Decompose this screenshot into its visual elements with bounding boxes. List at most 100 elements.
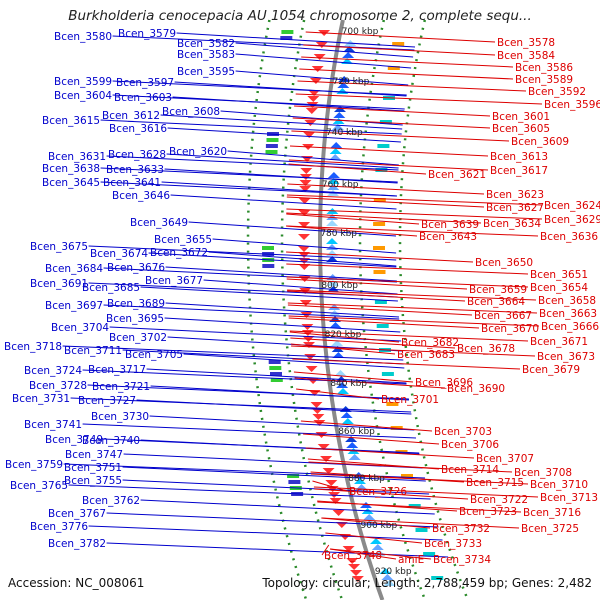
leader-line-right (303, 44, 496, 56)
leader-line-right (295, 93, 543, 105)
leader-line-left (106, 512, 439, 528)
forward-gene-arrow (331, 346, 344, 352)
leader-line-left (160, 114, 403, 130)
forward-gene-arrow (331, 124, 344, 130)
leader-line-right (297, 80, 527, 92)
leader-line-left (170, 194, 397, 210)
leader-line-right (286, 263, 529, 275)
gene-label-left: Bcen_3649 (130, 217, 188, 229)
gene-label-right: Bcen_3634 (483, 218, 541, 230)
reverse-gene-arrow (298, 198, 311, 204)
gene-label-right: Bcen_3670 (481, 323, 539, 335)
gene-label-left: Bcen_3684 (45, 263, 103, 275)
leader-line-right (307, 458, 440, 470)
gene-label-right: Bcen_3667 (474, 310, 532, 322)
leader-line-left (103, 304, 400, 320)
forward-gene-arrow (334, 370, 347, 376)
leader-line-right (290, 343, 396, 355)
leader-line-left (106, 542, 449, 558)
gene-label-left: Bcen_3672 (150, 247, 208, 259)
leader-line-right (288, 315, 540, 327)
reverse-gene-arrow (350, 570, 362, 576)
leader-line-right (287, 289, 537, 301)
feature-block (262, 246, 274, 250)
gene-label-left: Bcen_3741 (24, 419, 82, 431)
leader-line-right (287, 290, 466, 302)
gene-label-left: Bcen_3749 (45, 434, 103, 446)
gene-label-right: Bcen_3651 (530, 269, 588, 281)
kbp-tick-label: 700 kbp (342, 27, 379, 37)
gene-label-left: Bcen_3655 (154, 234, 212, 246)
gene-label-left: Bcen_3759 (5, 459, 63, 471)
leader-line-right (293, 371, 414, 383)
forward-gene-arrow (332, 118, 345, 124)
feature-block (266, 138, 279, 142)
forward-gene-arrow (342, 52, 355, 58)
leader-line-left (112, 35, 415, 51)
gene-label-left: Bcen_3751 (64, 462, 122, 474)
reverse-gene-arrow (329, 498, 342, 504)
feature-block (287, 474, 300, 478)
reverse-gene-arrow (298, 222, 311, 228)
leader-line-right (289, 330, 529, 342)
gene-label-right: Bcen_3701 (381, 394, 439, 406)
gene-label-right: Bcen_3629 (544, 214, 600, 226)
gene-label-left: Bcen_3702 (109, 332, 167, 344)
feature-block (280, 36, 293, 40)
gene-label-left: Bcen_3765 (10, 480, 68, 492)
feature-block (401, 474, 413, 478)
reverse-gene-arrow (308, 90, 321, 96)
forward-gene-arrow (330, 142, 343, 148)
gene-label-right: Bcen_3723 (459, 506, 517, 518)
leader-line-left (164, 317, 401, 333)
leader-line-right (287, 304, 473, 316)
leader-line-right (286, 225, 418, 237)
leader-line-left (122, 479, 430, 495)
feature-block (377, 144, 390, 148)
leader-line-right (296, 388, 380, 400)
leader-line-left (100, 119, 402, 135)
gene-label-right: Bcen_3627 (486, 202, 544, 214)
reverse-gene-arrow (313, 420, 326, 426)
gene-label-left: Bcen_3579 (118, 28, 176, 40)
gene-label-left: Bcen_3747 (65, 449, 123, 461)
feature-block (270, 372, 282, 376)
gene-label-right: Bcen_3658 (538, 295, 596, 307)
gene-label-right: Bcen_3748 (324, 550, 382, 562)
leader-line-right (286, 212, 482, 224)
right-leader-lines (286, 31, 543, 560)
gene-label-left: Bcen_3705 (125, 349, 183, 361)
gene-label-left: Bcen_3689 (107, 298, 165, 310)
forward-gene-arrow (332, 352, 345, 358)
gene-label-right: Bcen_3707 (476, 453, 534, 465)
leader-line-left (227, 150, 399, 166)
gene-label-left: Bcen_3628 (108, 149, 166, 161)
gene-label-right: Bcen_3679 (522, 364, 580, 376)
leader-line-left (208, 251, 397, 267)
gene-label-left: Bcen_3633 (106, 164, 164, 176)
forward-gene-arrow (340, 412, 353, 418)
leader-line-left (82, 423, 417, 439)
kbp-tick-label: 800 kbp (321, 281, 358, 291)
feature-block (265, 150, 278, 154)
gene-label-left: Bcen_3740 (82, 435, 140, 447)
gene-label-left: Bcen_3776 (30, 521, 88, 533)
leader-line-right (286, 251, 474, 263)
leader-line-left (140, 286, 398, 302)
forward-gene-arrow (336, 382, 349, 388)
kbp-tick-label: 740 kbp (326, 128, 363, 138)
gene-label-right: Bcen_3636 (540, 231, 598, 243)
forward-gene-arrow (337, 82, 350, 88)
forward-gene-arrow (381, 574, 394, 580)
gene-label-left: Bcen_3638 (42, 163, 100, 175)
leader-line-right (286, 278, 468, 290)
reverse-gene-arrow (301, 324, 314, 330)
track-dots-3 (246, 19, 308, 601)
leader-line-right (314, 488, 469, 500)
gene-label-right: Bcen_3734 (433, 554, 491, 566)
leader-line-left (68, 484, 431, 500)
gene-label-left: Bcen_3615 (42, 115, 100, 127)
topology-label: Topology: circular; Length: 2,788,459 bp… (262, 576, 592, 590)
